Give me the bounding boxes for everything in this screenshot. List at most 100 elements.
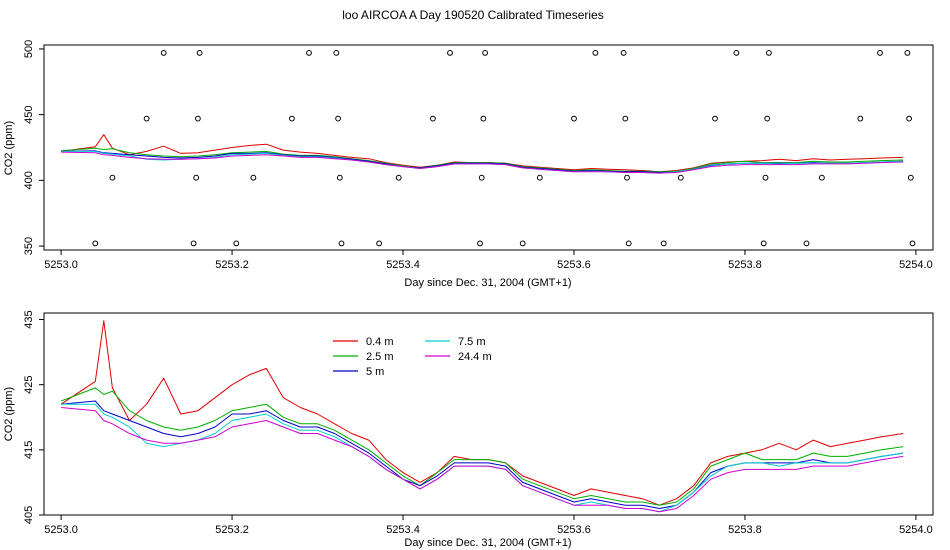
flag-point [620,50,627,56]
flag-point [289,115,295,122]
flag-point [190,240,197,247]
legend-entry: 0.4 m [333,336,394,348]
flag-point [536,174,543,181]
flag-point [571,115,577,122]
x-tick-label: 5253.8 [728,259,762,271]
series-line-2-5-m [61,147,904,173]
flag-point [193,174,200,181]
series-line-0-4-m [60,320,904,506]
flag-point [250,174,257,181]
x-tick-label: 5253.2 [215,259,249,271]
flag-point [336,174,343,181]
series-line-2-5-m [60,387,904,506]
x-tick-label: 5253.0 [44,524,78,536]
flag-point [625,240,632,247]
series-lines [61,134,904,174]
series-line-24-4-m [61,407,904,513]
flag-point [333,50,340,56]
flag-point [904,50,911,56]
series-line-7-5-m [61,403,904,513]
series-lines [60,320,904,513]
flag-point [733,50,740,56]
y-tick-label: 350 [23,237,35,255]
flag-point [624,174,630,181]
plot-frame [43,44,934,251]
x-tick-label: 5253.6 [557,259,591,271]
legend-label: 7.5 m [458,336,486,348]
flag-point [760,240,767,247]
flag-point [764,115,771,122]
flag-point [622,115,629,122]
legend: 0.4 m 2.5 m 5 m 7.5 m 24.4 m [333,336,492,378]
x-tick-label: 5253.4 [386,259,420,271]
flag-point [677,174,684,181]
flag-point [233,240,240,247]
x-tick-label: 5253.8 [728,524,762,536]
flag-point [712,115,718,122]
y-tick-label: 425 [23,375,35,393]
flag-point [906,115,912,122]
x-tick-label: 5254.0 [899,259,933,271]
y-axis-label: CO2 (ppm) [3,387,15,441]
x-tick-label: 5253.0 [44,259,78,271]
series-line-5-m [61,400,904,509]
flag-point [338,240,345,247]
flag-point [819,174,825,181]
x-axis-label: Day since Dec. 31, 2004 (GMT+1) [404,277,571,289]
flag-point [109,174,116,181]
x-tick-label: 5254.0 [899,524,933,536]
flag-point [660,240,667,247]
flag-point [196,50,203,56]
flag-point [92,240,99,247]
plot-frame [43,312,934,516]
x-tick-label: 5253.4 [386,524,420,536]
flag-point [395,174,402,181]
legend-entry: 5 m [333,366,384,378]
y-tick-label: 500 [23,40,35,58]
series-line-5-m [61,150,904,173]
panel-lower: 5253.0 5253.2 5253.4 5253.6 5253.8 5254.0 405 4… [3,310,934,549]
y-tick-label: 415 [23,441,35,459]
flag-point [909,240,916,247]
flag-point [195,115,201,122]
flag-point [447,50,453,56]
flag-point [143,115,150,122]
legend-entry: 2.5 m [333,351,394,363]
chart-title: loo AIRCOA A Day 190520 Calibrated Times… [342,8,603,22]
legend-label: 24.4 m [458,351,492,363]
x-tick-label: 5253.2 [215,524,249,536]
panel-upper: 5253.0 5253.2 5253.4 5253.6 5253.8 5254.0 350 4… [3,40,934,289]
x-axis-label: Day since Dec. 31, 2004 (GMT+1) [404,537,571,549]
y-tick-label: 405 [23,506,35,524]
flag-point [857,115,864,122]
legend-entry: 24.4 m [425,351,492,363]
legend-label: 5 m [366,366,384,378]
flag-point [160,50,167,56]
flag-point [762,174,769,181]
flag-point [430,115,436,122]
series-line-0-4-m [61,134,904,173]
legend-label: 0.4 m [366,336,394,348]
flag-point [306,50,312,56]
flag-point [907,174,914,181]
x-tick-label: 5253.6 [557,524,591,536]
flag-point [592,50,599,56]
y-tick-label: 400 [23,171,35,189]
flag-point [478,174,485,181]
flag-point [480,115,487,122]
y-axis-label: CO2 (ppm) [3,121,15,175]
flag-point [376,240,383,247]
flag-markers [92,50,916,247]
flag-point [803,240,810,247]
series-line-24-4-m [61,151,904,174]
flag-point [482,50,489,56]
flag-point [766,50,772,56]
flag-point [335,115,342,122]
flag-point [477,240,483,247]
legend-entry: 7.5 m [425,336,486,348]
flag-point [519,240,526,247]
y-tick-label: 450 [23,105,35,123]
y-tick-label: 435 [23,310,35,328]
flag-point [877,50,883,56]
